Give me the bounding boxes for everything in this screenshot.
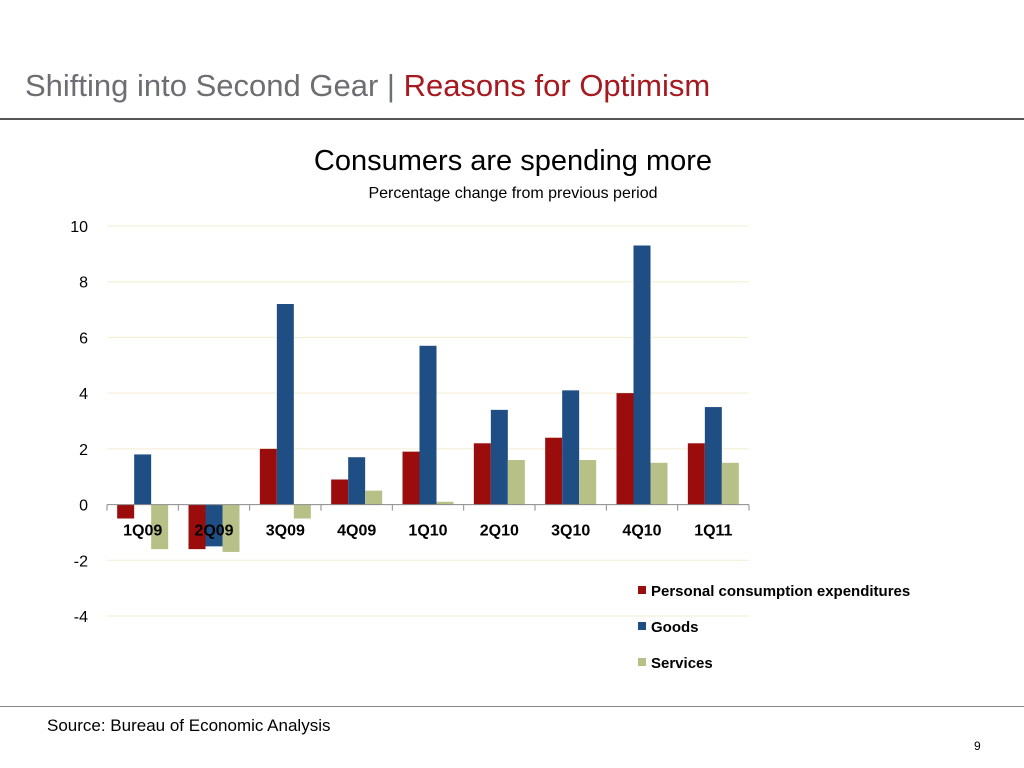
bar bbox=[436, 501, 454, 505]
bar bbox=[348, 457, 366, 505]
bar bbox=[704, 407, 722, 505]
legend-swatch bbox=[638, 622, 646, 630]
bar bbox=[473, 443, 491, 505]
bar bbox=[507, 460, 525, 505]
chart-subtitle: Percentage change from previous period bbox=[368, 185, 657, 202]
chart-legend: Personal consumption expenditures Goods Se… bbox=[638, 583, 910, 672]
bar bbox=[117, 504, 135, 519]
slide-title: Shifting into Second Gear | Reasons for … bbox=[25, 68, 710, 104]
y-tick-label: -2 bbox=[74, 553, 88, 570]
source-note: Source: Bureau of Economic Analysis bbox=[47, 716, 331, 735]
slide-title-accent: Reasons for Optimism bbox=[403, 68, 711, 103]
bar bbox=[134, 454, 152, 505]
x-tick-label: 2Q10 bbox=[480, 523, 519, 540]
bar bbox=[633, 245, 651, 505]
chart-axes: 10 8 6 4 2 0 -2 -4 1Q09 2Q09 3Q09 4Q09 1Q10 2Q10 3Q10 4… bbox=[70, 219, 750, 626]
legend-label: Services bbox=[651, 655, 713, 672]
chart-title: Consumers are spending more bbox=[314, 145, 712, 177]
bar bbox=[402, 451, 420, 505]
x-tick-label: 4Q09 bbox=[337, 523, 376, 540]
chart-bars bbox=[117, 245, 739, 552]
legend-label: Goods bbox=[651, 619, 699, 636]
x-tick-label: 1Q09 bbox=[123, 523, 162, 540]
footer-divider bbox=[0, 706, 1024, 707]
bar bbox=[205, 504, 223, 547]
legend-swatch bbox=[638, 586, 646, 594]
x-tick-label: 2Q09 bbox=[194, 523, 233, 540]
bar bbox=[616, 393, 634, 505]
bar bbox=[650, 462, 668, 505]
x-tick-label: 1Q11 bbox=[694, 523, 732, 540]
bar bbox=[222, 504, 240, 552]
slide-title-main: Shifting into Second Gear | bbox=[25, 68, 404, 103]
y-tick-label: 8 bbox=[79, 275, 88, 292]
bar bbox=[151, 504, 169, 550]
bar bbox=[365, 490, 383, 505]
bar bbox=[276, 304, 294, 505]
page-number: 9 bbox=[974, 739, 981, 753]
y-tick-label: -4 bbox=[74, 609, 88, 626]
x-tick-label: 1Q10 bbox=[408, 523, 447, 540]
y-tick-label: 4 bbox=[79, 386, 88, 403]
chart: Consumers are spending more Percentage c… bbox=[70, 145, 910, 672]
bar bbox=[331, 479, 349, 505]
bar bbox=[188, 504, 206, 550]
y-tick-label: 10 bbox=[70, 219, 88, 236]
bar bbox=[419, 345, 437, 505]
bar bbox=[721, 462, 739, 505]
bar bbox=[687, 443, 705, 505]
bar bbox=[490, 409, 508, 505]
bar bbox=[293, 504, 311, 519]
x-tick-label: 3Q09 bbox=[266, 523, 305, 540]
y-tick-label: 2 bbox=[79, 442, 88, 459]
bar bbox=[562, 390, 580, 505]
header-divider bbox=[0, 118, 1024, 120]
y-tick-label: 6 bbox=[79, 330, 88, 347]
bar bbox=[579, 460, 597, 505]
x-tick-label: 4Q10 bbox=[622, 523, 661, 540]
legend-label: Personal consumption expenditures bbox=[651, 583, 910, 600]
legend-swatch bbox=[638, 658, 646, 666]
y-tick-label: 0 bbox=[79, 498, 88, 515]
bar bbox=[259, 448, 277, 505]
bar bbox=[545, 437, 563, 505]
x-tick-label: 3Q10 bbox=[551, 523, 590, 540]
